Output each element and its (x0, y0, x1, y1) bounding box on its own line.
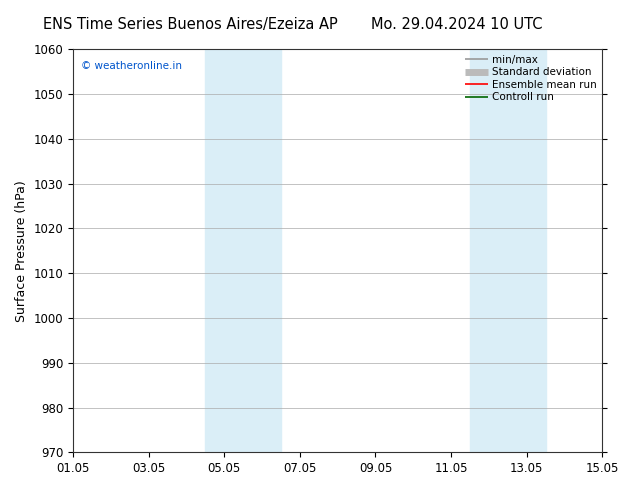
Text: ENS Time Series Buenos Aires/Ezeiza AP: ENS Time Series Buenos Aires/Ezeiza AP (43, 17, 337, 32)
Legend: min/max, Standard deviation, Ensemble mean run, Controll run: min/max, Standard deviation, Ensemble me… (463, 52, 599, 104)
Bar (470, 49, 546, 452)
Text: Mo. 29.04.2024 10 UTC: Mo. 29.04.2024 10 UTC (371, 17, 542, 32)
Text: © weatheronline.in: © weatheronline.in (81, 61, 182, 72)
Y-axis label: Surface Pressure (hPa): Surface Pressure (hPa) (15, 180, 28, 322)
Bar (205, 49, 281, 452)
